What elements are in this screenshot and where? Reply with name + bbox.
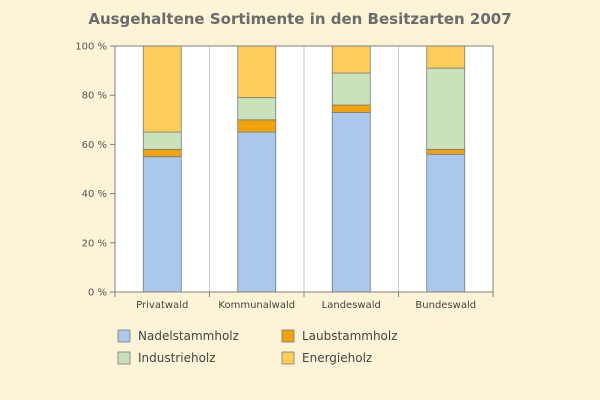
x-tick-label: Kommunalwald	[218, 300, 295, 311]
legend-swatch	[281, 351, 295, 365]
x-tick-label: Landeswald	[322, 300, 381, 311]
legend-swatch	[117, 329, 131, 343]
bar-segment	[426, 148, 466, 155]
bar-segment	[331, 45, 371, 74]
y-tick-label: 0 %	[88, 288, 107, 299]
bar-segment	[237, 119, 277, 133]
legend-swatch	[281, 329, 295, 343]
legend-label: Energieholz	[302, 351, 372, 365]
legend-label: Industrieholz	[138, 351, 216, 365]
bar-segment	[331, 72, 371, 106]
y-tick-label: 20 %	[82, 238, 107, 249]
bar-segment	[237, 97, 277, 121]
y-tick-label: 80 %	[82, 91, 107, 102]
y-tick-label: 100 %	[75, 42, 107, 53]
x-tick-label: Bundeswald	[415, 300, 476, 311]
legend-label: Nadelstammholz	[138, 329, 239, 343]
legend-swatch	[117, 351, 131, 365]
bar-segment	[237, 45, 277, 99]
y-tick-label: 60 %	[82, 140, 107, 151]
bar-segment	[142, 45, 182, 133]
bar-segment	[142, 131, 182, 150]
bar-segment	[237, 131, 277, 293]
y-tick-label: 40 %	[82, 189, 107, 200]
bar-segment	[331, 112, 371, 293]
bar-segment	[426, 153, 466, 293]
chart-title: Ausgehaltene Sortimente in den Besitzart…	[88, 10, 512, 28]
bar-segment	[142, 156, 182, 293]
x-tick-label: Privatwald	[136, 300, 188, 311]
bar-segment	[426, 45, 466, 69]
bar-segment	[331, 104, 371, 113]
legend-label: Laubstammholz	[302, 329, 398, 343]
bar-segment	[426, 67, 466, 150]
bar-segment	[142, 148, 182, 158]
